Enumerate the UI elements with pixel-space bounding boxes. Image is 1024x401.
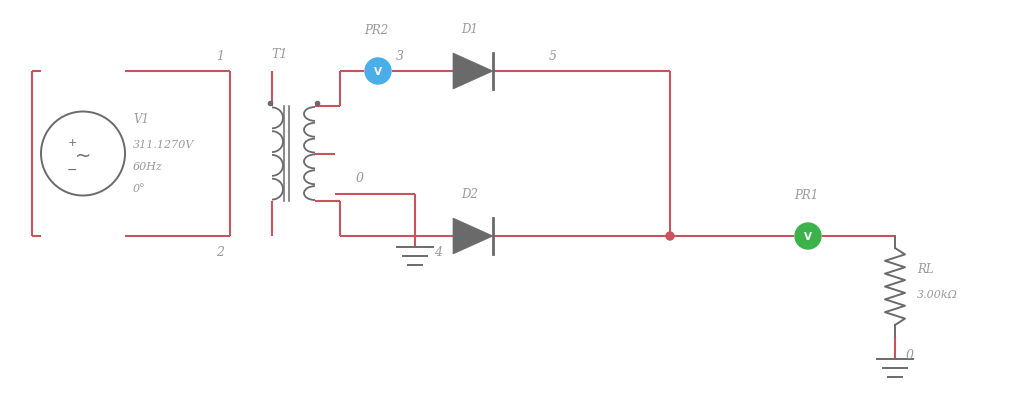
Text: 60Hz: 60Hz [133,162,163,172]
Text: PR2: PR2 [364,24,388,37]
Text: T1: T1 [271,47,288,60]
Text: −: − [67,164,77,176]
Circle shape [666,233,674,241]
Polygon shape [453,54,493,90]
Text: D1: D1 [462,23,478,36]
Text: 0°: 0° [133,184,145,194]
Circle shape [365,59,391,85]
Text: RL: RL [918,262,934,275]
Text: 2: 2 [216,246,224,259]
Text: 5: 5 [549,49,557,62]
Text: D2: D2 [462,188,478,200]
Text: 311.1270V: 311.1270V [133,139,195,149]
Text: 4: 4 [434,246,442,259]
Text: V: V [804,231,812,241]
Text: 0: 0 [356,172,364,185]
Text: V1: V1 [133,113,150,126]
Text: 1: 1 [216,49,224,62]
Text: 0: 0 [906,348,914,362]
Polygon shape [453,219,493,254]
Text: 3: 3 [396,49,404,62]
Text: 3.00kΩ: 3.00kΩ [918,290,957,300]
Text: V: V [374,67,382,77]
Text: ~: ~ [75,147,91,166]
Circle shape [795,223,821,249]
Text: PR1: PR1 [794,188,818,201]
Text: +: + [68,137,77,147]
